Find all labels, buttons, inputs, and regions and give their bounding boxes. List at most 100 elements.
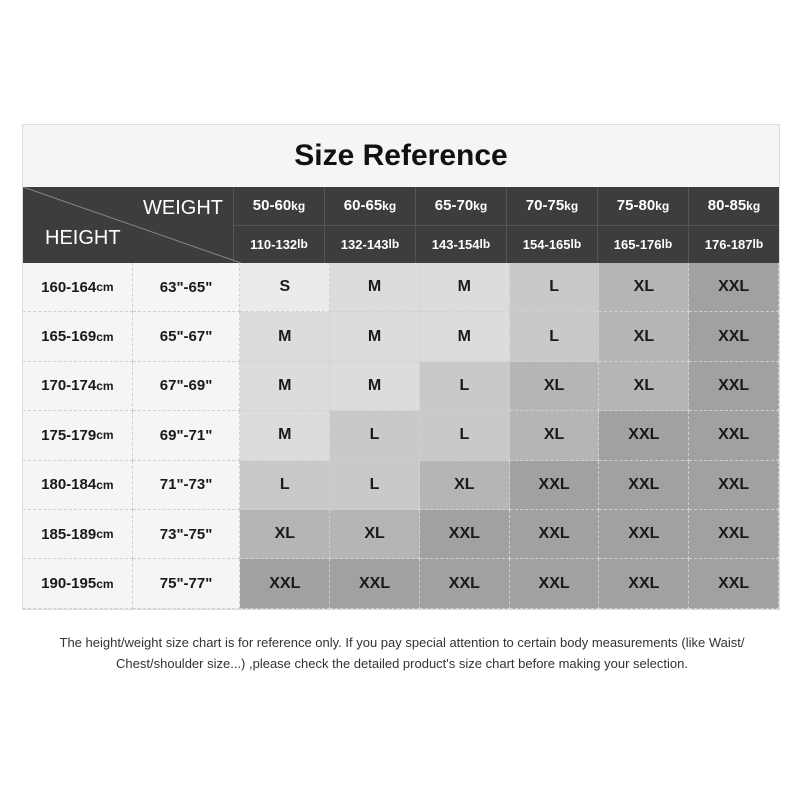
cm-unit: cm (96, 477, 114, 492)
diagonal-divider (23, 187, 241, 263)
size-cell: S (240, 263, 331, 313)
table-row: 180-184 cm 71"-73" L L XL XXL XXL XXL (23, 460, 780, 510)
cm-unit: cm (96, 428, 114, 443)
size-cell: XXL (689, 361, 780, 412)
size-cell: XXL (419, 559, 510, 609)
size-cell: M (240, 411, 331, 461)
weight-kg: 80-85 kg (689, 187, 779, 226)
size-cell: XL (599, 312, 690, 362)
lb-unit: lb (297, 237, 308, 252)
kg-unit: kg (291, 198, 306, 213)
size-cell: L (330, 460, 420, 510)
size-cell: L (419, 361, 510, 412)
size-cell: M (240, 312, 331, 362)
table-row: 170-174 cm 67"-69" M M L XL XL XXL (23, 361, 780, 412)
weight-column: 60-65 kg 132-143 lb (325, 187, 416, 263)
weight-column: 75-80 kg 165-176 lb (598, 187, 689, 263)
size-cell: M (330, 312, 420, 362)
table-header: WEIGHT HEIGHT 50-60 kg 110-132 lb 60-65 kg 132… (23, 187, 779, 263)
cm-unit: cm (96, 527, 114, 542)
size-cell: XL (419, 460, 510, 510)
size-cell: L (330, 411, 420, 461)
size-cell: XXL (689, 460, 780, 510)
cm-unit: cm (96, 329, 114, 344)
size-cell: XL (509, 361, 600, 412)
size-cell: XXL (689, 263, 780, 313)
size-cell: XXL (599, 559, 690, 609)
height-inch: 73"-75" (132, 509, 241, 560)
cm-value: 190-195 (41, 575, 97, 593)
size-cell: M (330, 263, 420, 313)
kg-value: 70-75 (525, 197, 565, 215)
height-inch: 65"-67" (132, 312, 241, 362)
table-row: 160-164 cm 63"-65" S M M L XL XXL (23, 263, 780, 313)
kg-unit: kg (382, 198, 397, 213)
lb-unit: lb (479, 237, 491, 252)
size-cell: M (419, 263, 510, 313)
lb-unit: lb (570, 237, 582, 252)
height-inch: 69"-71" (132, 411, 241, 461)
height-inch: 71"-73" (132, 460, 241, 510)
weight-kg: 60-65 kg (325, 187, 415, 226)
disclaimer-note: The height/weight size chart is for refe… (59, 635, 745, 671)
cm-value: 175-179 (41, 426, 97, 444)
size-cell: XXL (509, 509, 600, 560)
size-cell: XXL (509, 460, 600, 510)
kg-value: 80-85 (707, 197, 747, 215)
cm-value: 165-169 (41, 328, 97, 346)
weight-lb: 165-176 lb (598, 226, 688, 264)
size-cell: M (419, 312, 510, 362)
size-cell: L (509, 312, 600, 362)
weight-column: 70-75 kg 154-165 lb (507, 187, 598, 263)
lb-unit: lb (752, 237, 764, 252)
height-inch: 75"-77" (132, 559, 241, 609)
size-cell: XL (599, 263, 690, 313)
size-chart: Size Reference WEIGHT HEIGHT 50-60 kg 110-… (22, 124, 780, 610)
size-cell: L (240, 460, 331, 510)
kg-value: 50-60 (252, 197, 292, 215)
kg-unit: kg (655, 198, 670, 213)
height-cm: 165-169 cm (23, 312, 133, 362)
weight-lb: 143-154 lb (416, 226, 506, 264)
height-label: HEIGHT (45, 227, 121, 249)
lb-value: 176-187 (704, 236, 753, 252)
weight-lb: 132-143 lb (325, 226, 415, 264)
chart-title: Size Reference (23, 125, 779, 187)
cm-unit: cm (96, 576, 114, 591)
lb-value: 143-154 (431, 236, 480, 252)
cm-unit: cm (96, 378, 114, 393)
kg-unit: kg (746, 198, 761, 213)
height-cm: 170-174 cm (23, 361, 133, 412)
kg-unit: kg (473, 198, 488, 213)
size-cell: XXL (689, 312, 780, 362)
size-cell: XXL (240, 559, 331, 609)
weight-column: 65-70 kg 143-154 lb (416, 187, 507, 263)
weight-lb: 176-187 lb (689, 226, 779, 264)
size-cell: XL (240, 509, 331, 560)
size-cell: XXL (689, 559, 780, 609)
weight-kg: 70-75 kg (507, 187, 597, 226)
size-cell: XXL (599, 411, 690, 461)
size-cell: XXL (599, 460, 690, 510)
size-cell: XXL (419, 509, 510, 560)
weight-kg: 65-70 kg (416, 187, 506, 226)
header-corner: WEIGHT HEIGHT (23, 187, 241, 263)
weight-lb: 110-132 lb (234, 226, 324, 264)
size-cell: L (419, 411, 510, 461)
weight-kg: 75-80 kg (598, 187, 688, 226)
weight-kg: 50-60 kg (234, 187, 324, 226)
size-cell: M (240, 361, 331, 412)
kg-unit: kg (564, 198, 579, 213)
size-cell: XXL (509, 559, 600, 609)
size-cell: XXL (330, 559, 420, 609)
table-row: 175-179 cm 69"-71" M L L XL XXL XXL (23, 411, 780, 461)
cm-value: 170-174 (41, 377, 97, 395)
size-cell: XXL (689, 411, 780, 461)
height-inch: 63"-65" (132, 263, 241, 313)
kg-value: 60-65 (343, 197, 383, 215)
table-row: 185-189 cm 73"-75" XL XL XXL XXL XXL XXL (23, 509, 780, 560)
height-cm: 160-164 cm (23, 263, 133, 313)
size-cell: XXL (689, 509, 780, 560)
weight-label: WEIGHT (143, 197, 223, 219)
weight-lb: 154-165 lb (507, 226, 597, 264)
